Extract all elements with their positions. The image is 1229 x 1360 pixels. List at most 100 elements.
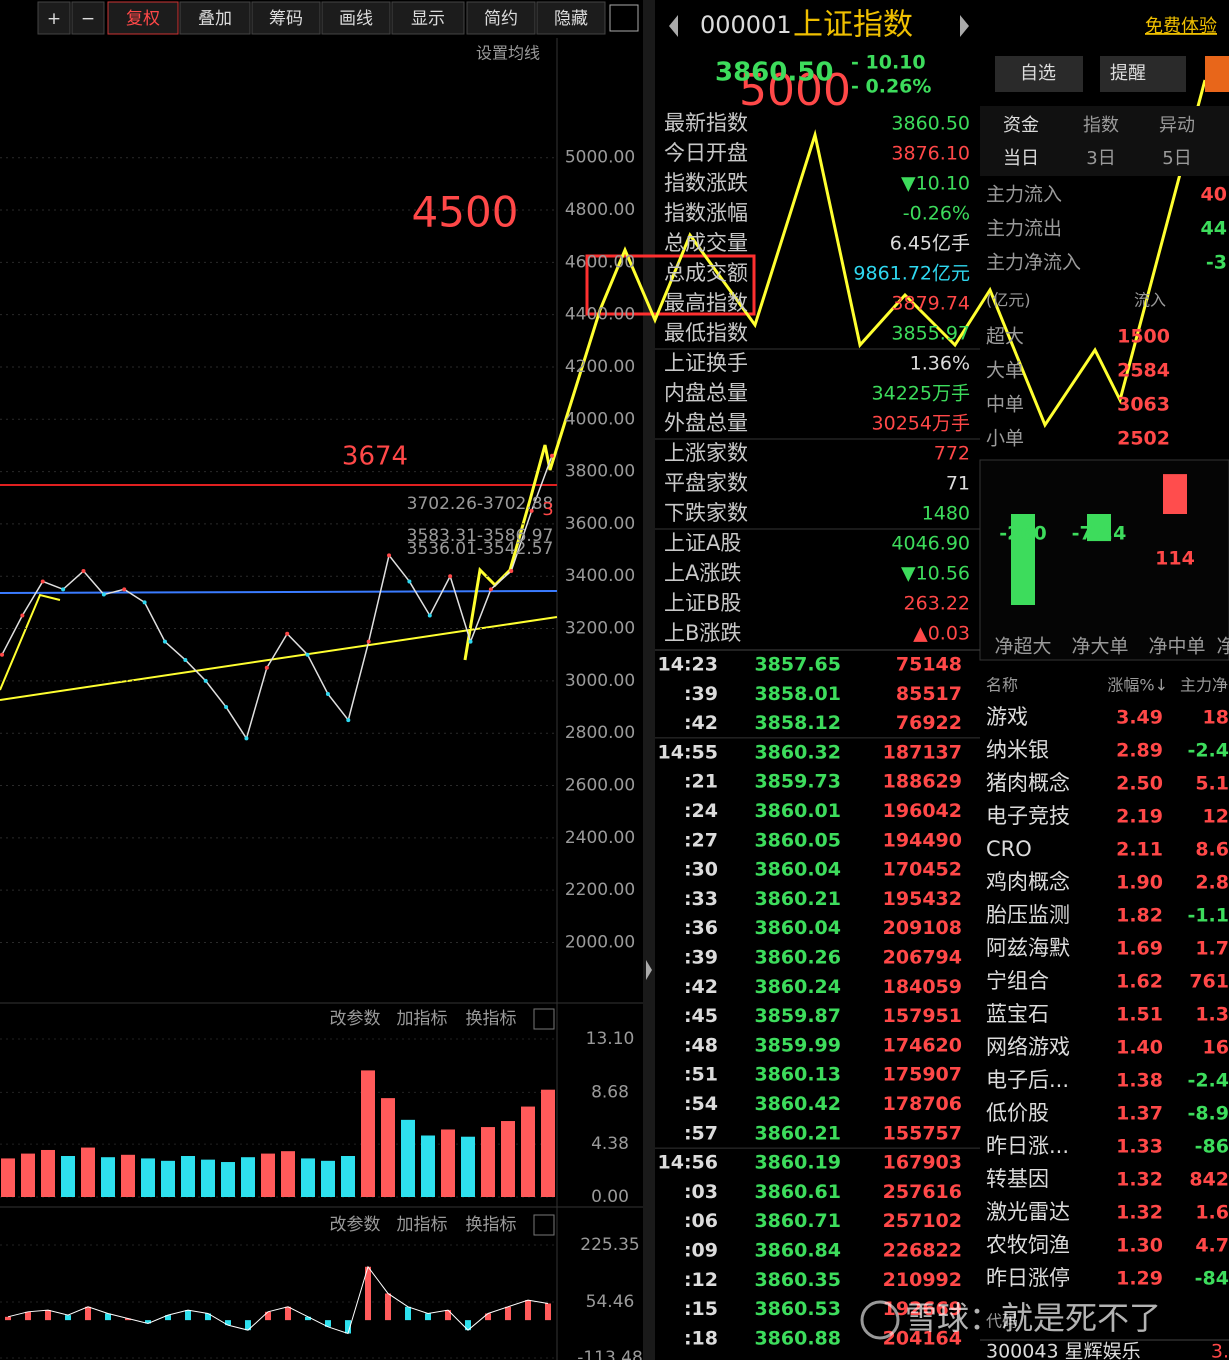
prev-arrow[interactable] xyxy=(669,15,678,37)
tick-price: 3860.35 xyxy=(754,1269,841,1291)
sector-name[interactable]: 电子后... xyxy=(986,1068,1069,1092)
sector-net: -2.4 xyxy=(1187,740,1229,762)
tick-volume: 196042 xyxy=(883,800,962,822)
toolbar-button[interactable] xyxy=(466,1,536,35)
price-point xyxy=(203,678,208,683)
sector-net: 1.6 xyxy=(1195,1202,1229,1224)
trial-link[interactable]: 免费体验 xyxy=(1145,16,1217,37)
volume-bar xyxy=(321,1160,335,1197)
toolbar-button[interactable] xyxy=(536,1,606,35)
tick-time: :15 xyxy=(684,1298,718,1320)
price-point xyxy=(427,613,432,618)
y-tick-label: 13.10 xyxy=(586,1029,635,1049)
collapse-arrow[interactable] xyxy=(646,960,652,980)
panel-button[interactable]: 换指标 xyxy=(466,1009,517,1029)
price-point xyxy=(468,639,473,644)
quote-value: 3855.97 xyxy=(891,323,970,345)
toolbar-button[interactable] xyxy=(321,1,391,35)
order-value: 2502 xyxy=(1117,428,1170,450)
period-tab[interactable]: 3日 xyxy=(1086,148,1115,169)
sector-pct: 2.19 xyxy=(1116,806,1163,828)
sector-name[interactable]: 电子竞技 xyxy=(986,804,1070,828)
sector-name[interactable]: 猪肉概念 xyxy=(986,771,1070,795)
volume-bar xyxy=(261,1153,275,1197)
sector-name[interactable]: 纳米银 xyxy=(986,738,1049,762)
sector-name[interactable]: 鸡肉概念 xyxy=(986,870,1070,894)
toolbar-button[interactable] xyxy=(179,1,251,35)
tick-volume: 188629 xyxy=(883,771,962,793)
annotation: 3674 xyxy=(342,442,408,472)
toolbar-button[interactable] xyxy=(251,1,321,35)
fullscreen-button[interactable] xyxy=(609,4,639,32)
period-tab[interactable]: 当日 xyxy=(1003,148,1039,169)
price-point xyxy=(20,613,25,618)
tick-price: 3860.04 xyxy=(754,859,841,881)
panel-button[interactable]: 加指标 xyxy=(397,1215,448,1235)
tick-price: 3860.26 xyxy=(754,947,841,969)
sector-net: 18 xyxy=(1203,707,1229,729)
tick-price: 3860.21 xyxy=(754,1122,841,1144)
sector-name[interactable]: 阿兹海默 xyxy=(986,936,1070,960)
sector-name[interactable]: 胎压监测 xyxy=(986,903,1070,927)
fund-tab[interactable]: 指数 xyxy=(1083,115,1119,136)
trend-line xyxy=(0,616,558,701)
sector-name[interactable]: 激光雷达 xyxy=(986,1200,1070,1224)
y-tick-label: 4400.00 xyxy=(565,305,635,325)
sector-name[interactable]: 昨日涨停 xyxy=(986,1266,1070,1290)
toolbar-button[interactable] xyxy=(391,1,465,35)
sector-name[interactable]: 低价股 xyxy=(986,1101,1049,1125)
y-tick-label: 2200.00 xyxy=(565,880,635,900)
sector-net: 4.7 xyxy=(1195,1235,1229,1257)
stock-row[interactable]: 300043 星辉娱乐 xyxy=(986,1341,1141,1360)
sector-name[interactable]: 蓝宝石 xyxy=(986,1002,1049,1026)
toolbar-button[interactable] xyxy=(37,1,71,35)
close-button[interactable] xyxy=(533,1008,555,1030)
alert-button[interactable] xyxy=(1100,56,1186,92)
highlight-box xyxy=(585,254,756,316)
panel-button[interactable]: 改参数 xyxy=(330,1009,381,1029)
volume-bar xyxy=(21,1153,35,1197)
period-tab[interactable]: 5日 xyxy=(1162,148,1191,169)
sector-name[interactable]: 游戏 xyxy=(986,705,1028,729)
sector-name[interactable]: 转基因 xyxy=(986,1167,1049,1191)
tick-time: :33 xyxy=(684,888,718,910)
tick-time: :27 xyxy=(684,829,718,851)
buy-button[interactable] xyxy=(1205,56,1229,92)
sector-name[interactable]: 网络游戏 xyxy=(986,1035,1070,1059)
quote-value: 772 xyxy=(934,443,970,465)
price-point xyxy=(264,665,269,670)
quote-label: 今日开盘 xyxy=(664,141,748,165)
range-label: 3702.26-3702.88 xyxy=(407,494,554,514)
next-arrow[interactable] xyxy=(960,15,969,37)
tick-price: 3860.53 xyxy=(754,1298,841,1320)
volume-bar xyxy=(481,1127,495,1197)
tick-time: :21 xyxy=(684,771,718,793)
fund-tab[interactable]: 异动 xyxy=(1159,115,1195,136)
sector-name[interactable]: CRO xyxy=(986,837,1032,861)
tick-price: 3857.65 xyxy=(754,654,841,676)
indicator-bar xyxy=(445,1310,451,1321)
sector-pct: 1.32 xyxy=(1116,1169,1163,1191)
tick-volume: 157951 xyxy=(883,1005,962,1027)
sector-name[interactable]: 农牧饲渔 xyxy=(986,1233,1070,1257)
indicator-bar xyxy=(45,1310,51,1321)
volume-bar xyxy=(221,1162,235,1197)
tick-price: 3860.61 xyxy=(754,1181,841,1203)
sector-name[interactable]: 宁组合 xyxy=(986,969,1049,993)
close-button[interactable] xyxy=(533,1214,555,1236)
fund-tab[interactable]: 资金 xyxy=(1003,115,1039,136)
favorite-button[interactable] xyxy=(995,56,1083,92)
panel-button[interactable]: 改参数 xyxy=(330,1215,381,1235)
panel-button[interactable]: 加指标 xyxy=(397,1009,448,1029)
net-label: 净中单 xyxy=(1148,636,1205,658)
indicator-bar xyxy=(505,1306,511,1321)
quote-label: 指数涨跌 xyxy=(664,171,748,195)
y-tick-label: 4800.00 xyxy=(565,200,635,220)
panel-button[interactable]: 换指标 xyxy=(466,1215,517,1235)
tick-time: :57 xyxy=(684,1122,718,1144)
sector-name[interactable]: 昨日涨... xyxy=(986,1134,1069,1158)
net-value: -77.4 xyxy=(1072,523,1127,545)
toolbar-button[interactable] xyxy=(107,1,179,35)
toolbar-button[interactable] xyxy=(71,1,105,35)
